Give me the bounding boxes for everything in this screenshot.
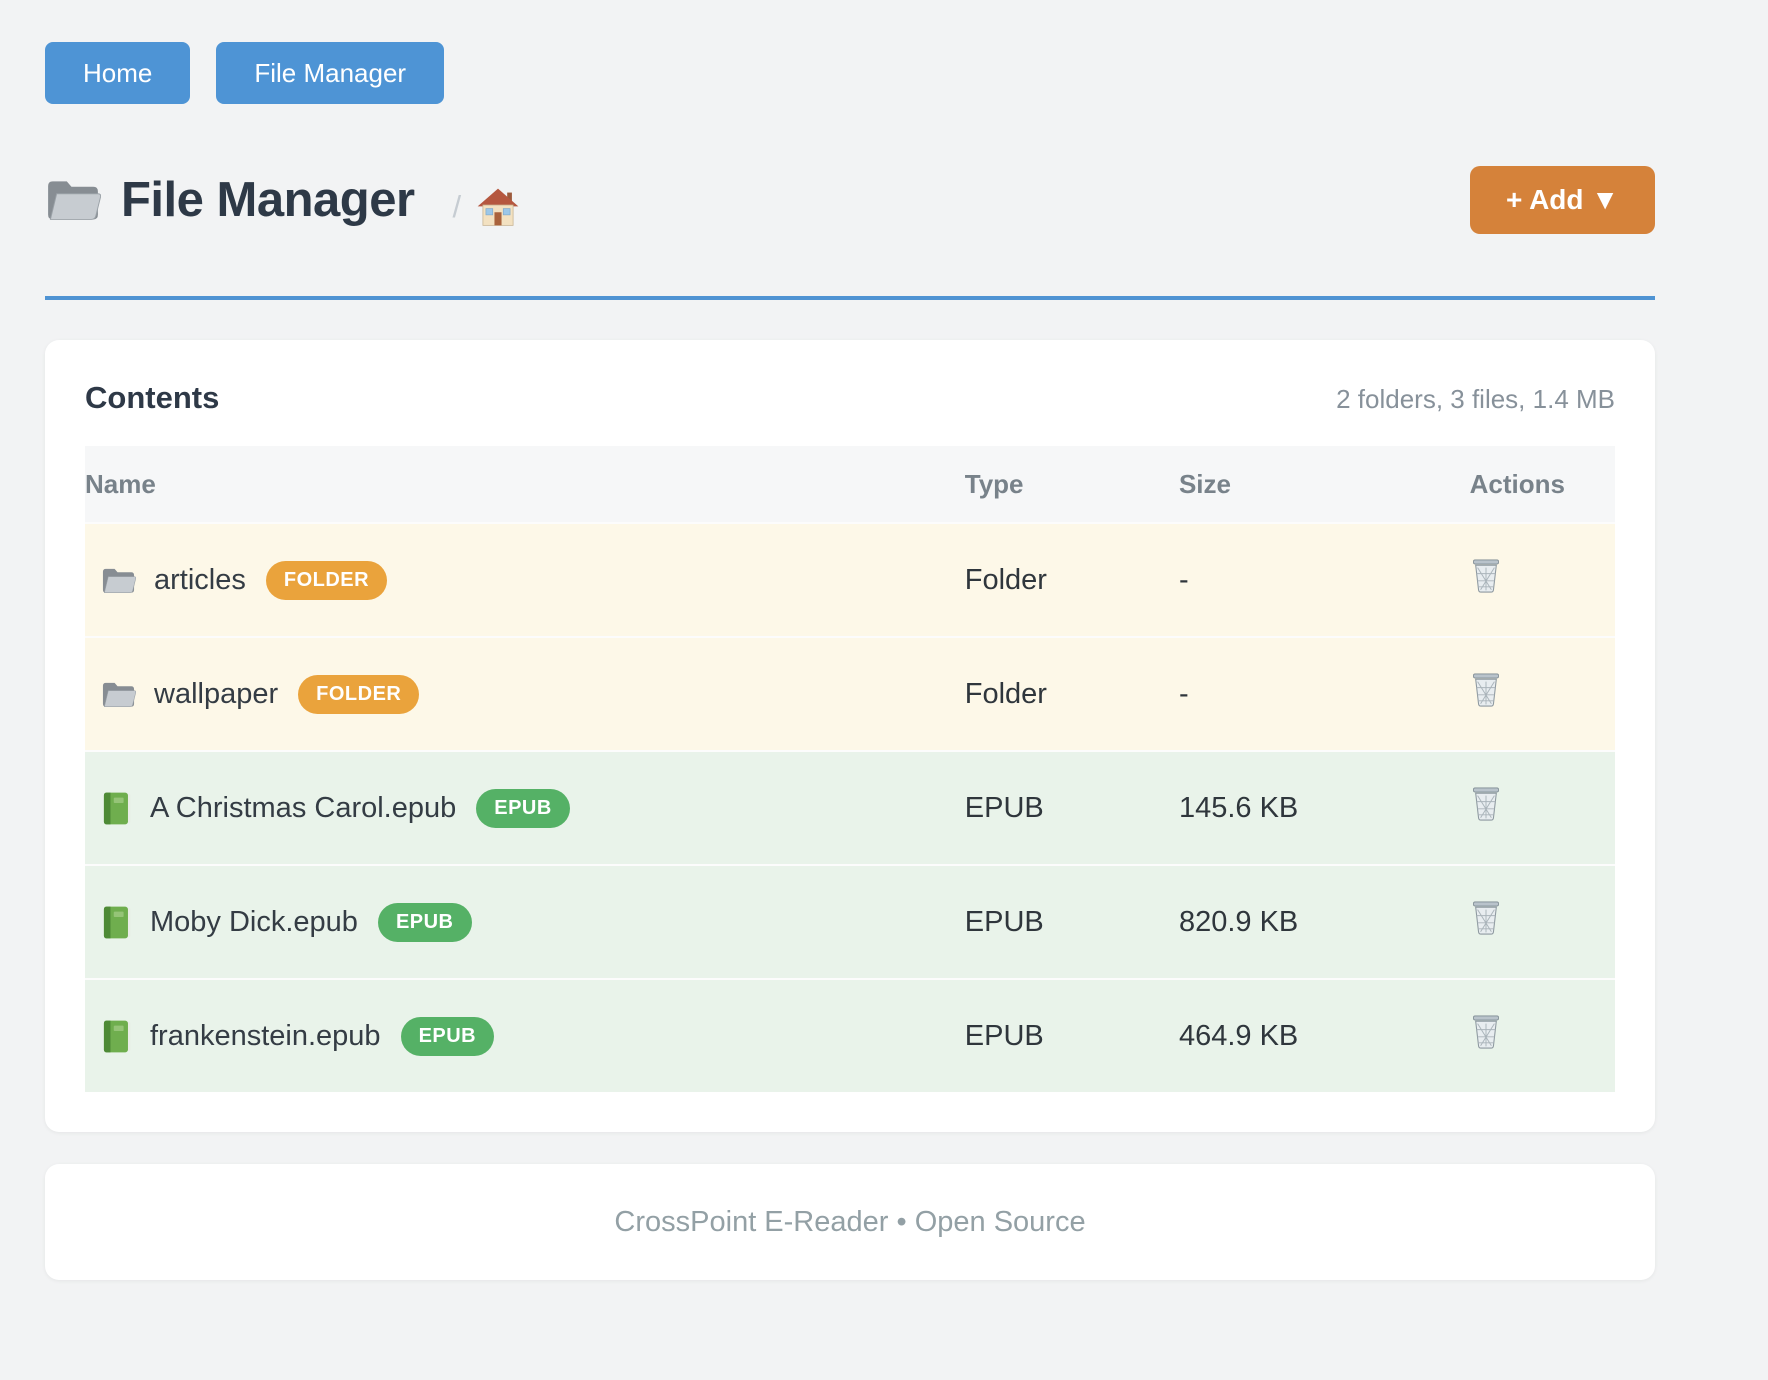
file-name: articles bbox=[154, 563, 246, 596]
trash-icon bbox=[1470, 672, 1502, 708]
file-type: EPUB bbox=[964, 864, 1179, 979]
contents-summary: 2 folders, 3 files, 1.4 MB bbox=[1336, 384, 1615, 414]
delete-button[interactable] bbox=[1470, 672, 1502, 708]
table-header-row: Name Type Size Actions bbox=[85, 446, 1615, 523]
delete-button[interactable] bbox=[1470, 558, 1502, 594]
trash-icon bbox=[1470, 1014, 1502, 1050]
book-icon bbox=[101, 905, 132, 940]
file-row-wallpaper[interactable]: wallpaper FOLDER Folder - bbox=[85, 636, 1615, 751]
files-table: Name Type Size Actions articles FOLDER bbox=[85, 446, 1615, 1092]
folder-badge: FOLDER bbox=[265, 560, 388, 600]
epub-badge: EPUB bbox=[476, 788, 570, 828]
trash-icon bbox=[1470, 786, 1502, 822]
file-type: Folder bbox=[964, 522, 1179, 637]
page-header: File Manager / + Add ▼ bbox=[45, 166, 1655, 234]
book-icon bbox=[101, 791, 132, 826]
footer-text: CrossPoint E-Reader • Open Source bbox=[614, 1205, 1086, 1238]
column-header-type: Type bbox=[964, 446, 1179, 523]
file-type: EPUB bbox=[964, 978, 1179, 1092]
folder-icon bbox=[45, 176, 101, 224]
folder-icon bbox=[101, 678, 136, 711]
trash-icon bbox=[1470, 900, 1502, 936]
file-name: Moby Dick.epub bbox=[150, 905, 358, 938]
delete-button[interactable] bbox=[1470, 900, 1502, 936]
file-name: frankenstein.epub bbox=[150, 1019, 381, 1052]
epub-badge: EPUB bbox=[377, 902, 472, 942]
delete-button[interactable] bbox=[1470, 786, 1502, 822]
folder-badge: FOLDER bbox=[298, 674, 420, 714]
file-size: - bbox=[1178, 636, 1470, 751]
book-icon bbox=[101, 1019, 132, 1054]
file-size: 820.9 KB bbox=[1178, 864, 1470, 979]
file-type: EPUB bbox=[964, 750, 1179, 865]
column-header-name: Name bbox=[85, 446, 965, 523]
file-row-christmas-carol[interactable]: A Christmas Carol.epub EPUB EPUB 145.6 K… bbox=[85, 750, 1615, 865]
contents-header: Contents 2 folders, 3 files, 1.4 MB bbox=[85, 380, 1615, 416]
page-title: File Manager bbox=[121, 173, 415, 227]
page: Home File Manager File Manager / + Add ▼… bbox=[45, 0, 1655, 1280]
folder-icon bbox=[101, 564, 136, 597]
header-divider bbox=[45, 296, 1655, 300]
file-row-moby-dick[interactable]: Moby Dick.epub EPUB EPUB 820.9 KB bbox=[85, 864, 1615, 979]
trash-icon bbox=[1470, 558, 1502, 594]
contents-card: Contents 2 folders, 3 files, 1.4 MB Name… bbox=[45, 340, 1655, 1132]
file-type: Folder bbox=[964, 636, 1179, 751]
file-row-articles[interactable]: articles FOLDER Folder - bbox=[85, 522, 1615, 637]
column-header-actions: Actions bbox=[1469, 446, 1615, 523]
file-size: 464.9 KB bbox=[1178, 978, 1470, 1092]
file-size: 145.6 KB bbox=[1178, 750, 1470, 865]
file-name: A Christmas Carol.epub bbox=[150, 791, 457, 824]
column-header-size: Size bbox=[1178, 446, 1470, 523]
breadcrumb-separator: / bbox=[452, 189, 462, 224]
top-nav: Home File Manager bbox=[45, 0, 1655, 104]
home-icon[interactable] bbox=[477, 187, 519, 227]
epub-badge: EPUB bbox=[400, 1016, 495, 1056]
contents-title: Contents bbox=[85, 380, 220, 415]
footer: CrossPoint E-Reader • Open Source bbox=[45, 1164, 1655, 1280]
file-size: - bbox=[1178, 522, 1470, 637]
add-button[interactable]: + Add ▼ bbox=[1469, 166, 1655, 234]
file-row-frankenstein[interactable]: frankenstein.epub EPUB EPUB 464.9 KB bbox=[85, 978, 1615, 1092]
file-name: wallpaper bbox=[154, 677, 279, 710]
file-manager-button[interactable]: File Manager bbox=[216, 42, 445, 104]
delete-button[interactable] bbox=[1470, 1014, 1502, 1050]
home-button[interactable]: Home bbox=[45, 42, 191, 104]
